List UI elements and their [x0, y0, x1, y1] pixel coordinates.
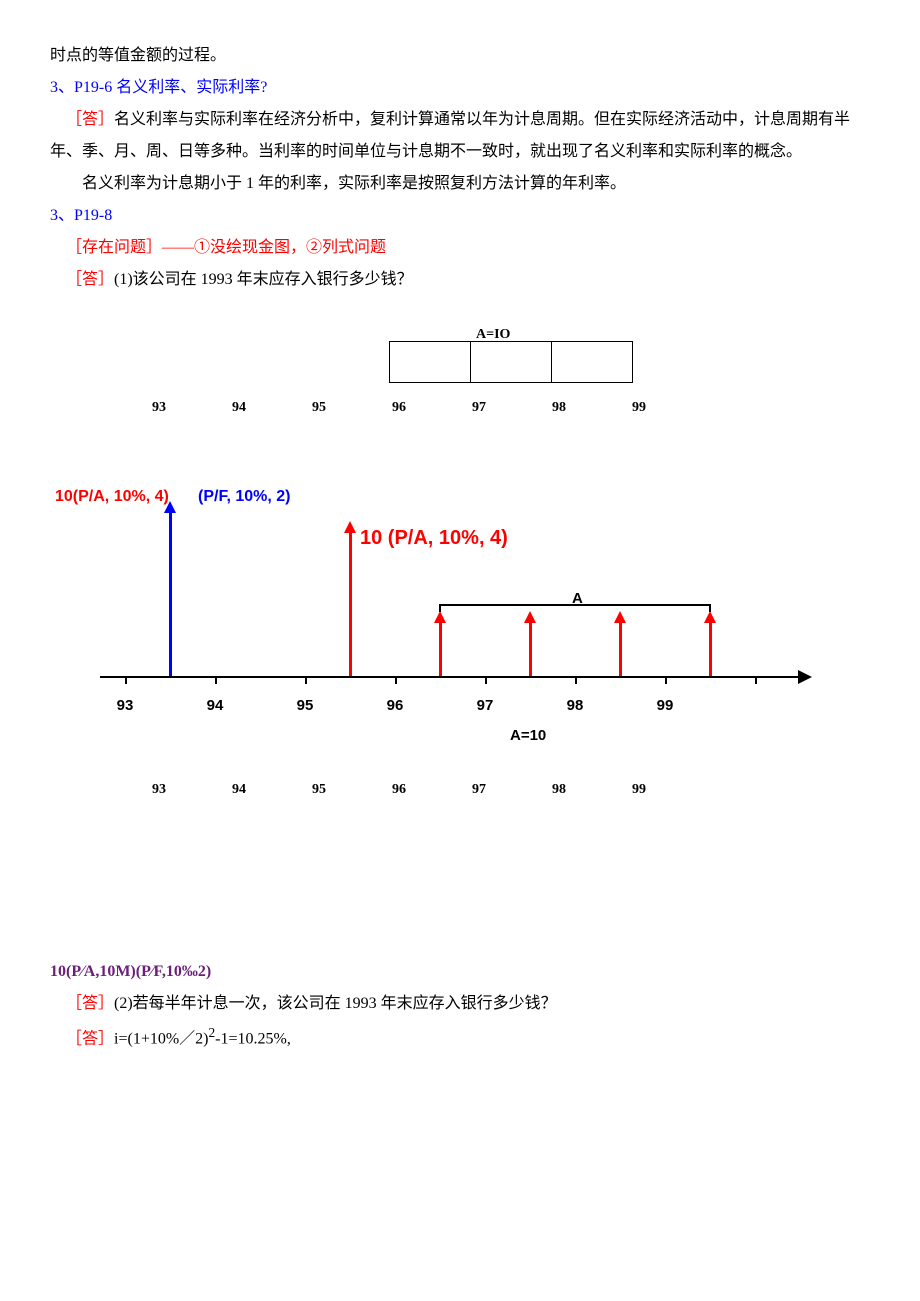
- d1-year-label: 95: [312, 394, 326, 422]
- d2-label-top_blue: 10(P/A, 10%, 4): [55, 481, 169, 513]
- d2-label-mid_red: 10 (P/A, 10%, 4): [360, 518, 508, 558]
- d2-tick: [755, 676, 757, 684]
- question-3-title: 3、P19-6 名义利率、实际利率?: [50, 72, 870, 104]
- d2-year-label: 99: [657, 691, 674, 721]
- d2-arrow-red: [349, 531, 352, 676]
- q4-answer-2: ［答］(2)若每半年计息一次，该公司在 1993 年末应存入银行多少钱？: [50, 988, 870, 1020]
- d2-year-label: 98: [567, 691, 584, 721]
- q4-answer-1: ［答］(1)该公司在 1993 年末应存入银行多少钱？: [50, 264, 870, 296]
- d1-year-label: 99: [632, 394, 646, 422]
- answer-label-3: ［答］: [66, 995, 114, 1012]
- d1-cell: [551, 341, 633, 383]
- cashflow-diagram-2: 93 94 95 96 97 98 99 10(P/A, 10%, 4) (P/F, 10%,…: [50, 476, 870, 756]
- answer-label: ［答］: [66, 111, 114, 128]
- d1-table: [390, 341, 633, 383]
- d2-bracket-vertical: [439, 604, 441, 612]
- q4-ans3-suffix: -1=10.25%,: [215, 1030, 291, 1047]
- d2-tick: [665, 676, 667, 684]
- d3-year-label: 93: [152, 776, 166, 804]
- issue-label: ［存在问题］: [66, 239, 162, 256]
- question-4-title: 3、P19-8: [50, 200, 870, 232]
- d2-tick: [575, 676, 577, 684]
- d2-arrow-blue: [169, 511, 172, 676]
- d2-year-label: 94: [207, 691, 224, 721]
- issue-line: ［存在问题］——①没绘现金图，②列式问题: [50, 232, 870, 264]
- q3-answer-para2: 名义利率为计息期小于 1 年的利率，实际利率是按照复利方法计算的年利率。: [50, 168, 870, 200]
- d2-axis-line: [100, 676, 800, 678]
- d2-bracket-vertical: [709, 604, 711, 612]
- q4-title-text: 3、P19-8: [50, 207, 112, 224]
- d1-year-label: 96: [392, 394, 406, 422]
- year-row-bottom: 93 94 95 96 97 98 99: [50, 776, 870, 816]
- line-prev-continuation: 时点的等值金额的过程。: [50, 40, 870, 72]
- d1-year-label: 93: [152, 394, 166, 422]
- d3-year-label: 98: [552, 776, 566, 804]
- d2-axis-arrowhead: [798, 670, 812, 684]
- d2-year-label: 96: [387, 691, 404, 721]
- d3-year-label: 94: [232, 776, 246, 804]
- cashflow-diagram-1: A=IO 93949596979899: [50, 316, 870, 436]
- d1-year-label: 94: [232, 394, 246, 422]
- d2-tick: [125, 676, 127, 684]
- d2-arrow-red: [529, 621, 532, 676]
- d2-label-bracket_a: A: [572, 584, 583, 614]
- d2-year-label: 93: [117, 691, 134, 721]
- d2-year-label: 95: [297, 691, 314, 721]
- q3-answer-para1: ［答］名义利率与实际利率在经济分析中，复利计算通常以年为计息周期。但在实际经济活…: [50, 104, 870, 168]
- d3-year-label: 97: [472, 776, 486, 804]
- d3-year-label: 99: [632, 776, 646, 804]
- q3-title-text: 3、P19-6 名义利率、实际利率?: [50, 79, 267, 96]
- d2-tick: [485, 676, 487, 684]
- d2-tick: [305, 676, 307, 684]
- d1-cell: [470, 341, 552, 383]
- d2-arrow-red: [709, 621, 712, 676]
- issue-body: ——①没绘现金图，②列式问题: [162, 239, 386, 256]
- d2-arrow-red: [619, 621, 622, 676]
- q4-ans1-text: (1)该公司在 1993 年末应存入银行多少钱？: [114, 271, 413, 288]
- q4-answer-3: ［答］i=(1+10%／2)2-1=10.25%,: [50, 1020, 870, 1055]
- d2-tick: [215, 676, 217, 684]
- d2-label-bottom_a: A=10: [510, 721, 546, 751]
- d3-year-label: 95: [312, 776, 326, 804]
- d3-year-label: 96: [392, 776, 406, 804]
- answer-label-2: ［答］: [66, 271, 114, 288]
- d1-cell: [389, 341, 471, 383]
- d2-year-label: 97: [477, 691, 494, 721]
- d1-year-label: 97: [472, 394, 486, 422]
- d2-label-top_blue2: (P/F, 10%, 2): [198, 481, 290, 513]
- d2-arrow-red: [439, 621, 442, 676]
- d2-tick: [395, 676, 397, 684]
- q3-body1: 名义利率与实际利率在经济分析中，复利计算通常以年为计息周期。但在实际经济活动中，…: [50, 111, 850, 160]
- answer-label-4: ［答］: [66, 1030, 114, 1047]
- q4-ans2-text: (2)若每半年计息一次，该公司在 1993 年末应存入银行多少钱？: [114, 995, 557, 1012]
- formula-purple: 10(P∕A,10M)(P∕F,10‰2): [50, 956, 870, 988]
- d1-year-label: 98: [552, 394, 566, 422]
- q4-ans3-prefix: i=(1+10%／2): [114, 1030, 208, 1047]
